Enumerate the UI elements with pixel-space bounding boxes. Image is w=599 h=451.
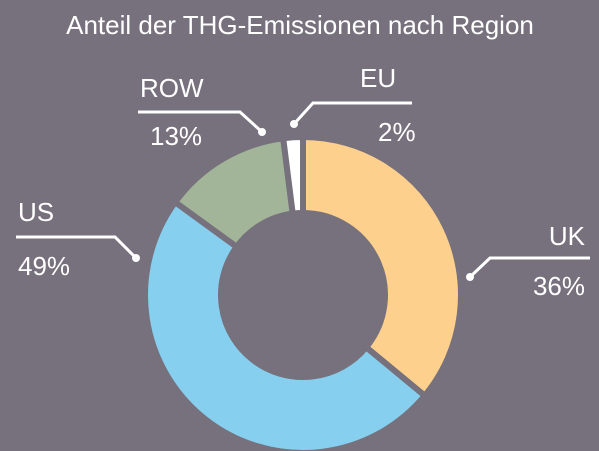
category-label: UK (549, 221, 586, 251)
leader-dot (466, 273, 474, 281)
category-label: ROW (140, 73, 204, 103)
leader-line (292, 101, 412, 126)
value-label: 2% (378, 117, 416, 147)
leader-line (468, 256, 590, 279)
leader-line (138, 110, 264, 134)
category-label: EU (360, 63, 396, 93)
value-label: 13% (150, 121, 202, 151)
donut-slice (142, 197, 429, 451)
leader-dot (290, 120, 298, 128)
value-label: 49% (18, 251, 70, 281)
leader-line (16, 235, 138, 260)
value-label: 36% (533, 271, 585, 301)
leader-dot (258, 128, 266, 136)
category-label: US (18, 197, 54, 227)
donut-slice (300, 133, 464, 400)
chart-title: Anteil der THG-Emissionen nach Region (66, 10, 534, 40)
leader-dot (132, 254, 140, 262)
donut-slice (279, 133, 306, 217)
